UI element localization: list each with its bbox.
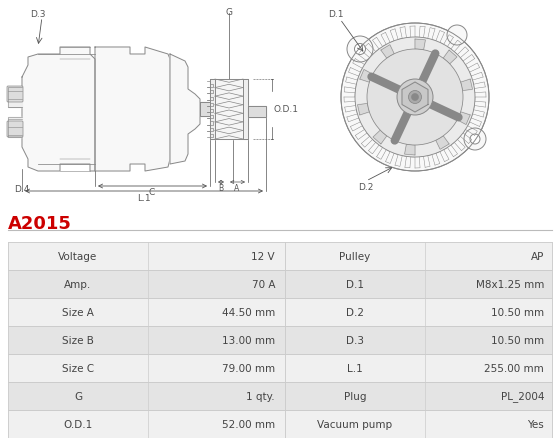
Text: A2015: A2015 bbox=[8, 215, 72, 233]
Polygon shape bbox=[243, 80, 248, 140]
Text: D.1: D.1 bbox=[328, 10, 343, 19]
Polygon shape bbox=[215, 80, 243, 88]
Text: 10.50 mm: 10.50 mm bbox=[491, 335, 544, 345]
Text: Pulley: Pulley bbox=[339, 251, 371, 261]
Text: L.1: L.1 bbox=[347, 363, 363, 373]
Text: M8x1.25 mm: M8x1.25 mm bbox=[475, 279, 544, 290]
Bar bbox=[285, 382, 552, 410]
Bar bbox=[285, 243, 552, 270]
Polygon shape bbox=[22, 48, 95, 172]
Bar bbox=[285, 298, 552, 326]
Polygon shape bbox=[215, 131, 243, 140]
Bar bbox=[285, 354, 552, 382]
Polygon shape bbox=[357, 104, 370, 116]
Polygon shape bbox=[215, 114, 243, 123]
Bar bbox=[8, 298, 285, 326]
Text: D.1: D.1 bbox=[346, 279, 364, 290]
Polygon shape bbox=[215, 106, 243, 114]
Polygon shape bbox=[95, 48, 170, 172]
Bar bbox=[285, 326, 552, 354]
Text: D.4: D.4 bbox=[14, 184, 29, 194]
Polygon shape bbox=[381, 46, 394, 59]
Polygon shape bbox=[8, 118, 22, 138]
Circle shape bbox=[397, 80, 433, 116]
Polygon shape bbox=[405, 145, 415, 155]
Circle shape bbox=[447, 26, 467, 46]
Text: Size A: Size A bbox=[62, 307, 94, 317]
Text: Voltage: Voltage bbox=[58, 251, 97, 261]
Text: PL_2004: PL_2004 bbox=[501, 391, 544, 402]
Polygon shape bbox=[8, 88, 22, 108]
Polygon shape bbox=[458, 113, 470, 125]
Circle shape bbox=[347, 37, 373, 63]
Text: 79.00 mm: 79.00 mm bbox=[222, 363, 275, 373]
Text: 10.50 mm: 10.50 mm bbox=[491, 307, 544, 317]
Text: 12 V: 12 V bbox=[251, 251, 275, 261]
Polygon shape bbox=[215, 123, 243, 131]
Polygon shape bbox=[200, 103, 210, 117]
Polygon shape bbox=[170, 55, 200, 165]
Bar bbox=[285, 270, 552, 298]
Text: D.3: D.3 bbox=[346, 335, 364, 345]
Text: Plug: Plug bbox=[344, 391, 366, 401]
Polygon shape bbox=[215, 97, 243, 106]
Text: AP: AP bbox=[531, 251, 544, 261]
Polygon shape bbox=[248, 107, 266, 118]
FancyBboxPatch shape bbox=[7, 122, 23, 138]
Circle shape bbox=[367, 50, 463, 146]
Circle shape bbox=[341, 24, 489, 172]
Text: L.1: L.1 bbox=[137, 194, 151, 202]
Circle shape bbox=[354, 44, 366, 55]
Bar bbox=[8, 243, 285, 270]
Bar bbox=[8, 410, 285, 438]
Text: Size C: Size C bbox=[62, 363, 94, 373]
Text: C: C bbox=[149, 187, 155, 197]
Text: 52.00 mm: 52.00 mm bbox=[222, 419, 275, 429]
Text: D.2: D.2 bbox=[346, 307, 364, 317]
Text: 70 A: 70 A bbox=[251, 279, 275, 290]
Text: A: A bbox=[235, 184, 240, 193]
Text: 255.00 mm: 255.00 mm bbox=[484, 363, 544, 373]
Bar bbox=[8, 382, 285, 410]
Polygon shape bbox=[461, 80, 473, 92]
Circle shape bbox=[470, 135, 480, 145]
Text: 1 qty.: 1 qty. bbox=[246, 391, 275, 401]
Text: Size B: Size B bbox=[62, 335, 94, 345]
Polygon shape bbox=[215, 88, 243, 97]
Text: O.D.1: O.D.1 bbox=[273, 105, 298, 114]
Polygon shape bbox=[360, 71, 373, 83]
Polygon shape bbox=[443, 51, 457, 65]
Circle shape bbox=[408, 91, 422, 104]
Polygon shape bbox=[210, 80, 215, 140]
Text: Yes: Yes bbox=[528, 419, 544, 429]
Polygon shape bbox=[402, 83, 428, 113]
Circle shape bbox=[412, 94, 418, 101]
Text: B: B bbox=[218, 184, 223, 193]
Bar bbox=[8, 270, 285, 298]
Text: 13.00 mm: 13.00 mm bbox=[222, 335, 275, 345]
Text: Vacuum pump: Vacuum pump bbox=[318, 419, 393, 429]
Bar bbox=[8, 326, 285, 354]
Text: Amp.: Amp. bbox=[64, 279, 92, 290]
Polygon shape bbox=[415, 40, 426, 51]
FancyBboxPatch shape bbox=[7, 87, 23, 103]
Polygon shape bbox=[373, 131, 387, 145]
Text: O.D.1: O.D.1 bbox=[63, 419, 92, 429]
Polygon shape bbox=[436, 137, 449, 150]
Text: 44.50 mm: 44.50 mm bbox=[222, 307, 275, 317]
Text: D.3: D.3 bbox=[30, 10, 45, 19]
Text: G: G bbox=[226, 8, 232, 17]
Text: G: G bbox=[74, 391, 82, 401]
Bar bbox=[285, 410, 552, 438]
Circle shape bbox=[464, 129, 486, 151]
Bar bbox=[8, 354, 285, 382]
Text: D.2: D.2 bbox=[358, 183, 374, 191]
Circle shape bbox=[355, 38, 475, 158]
